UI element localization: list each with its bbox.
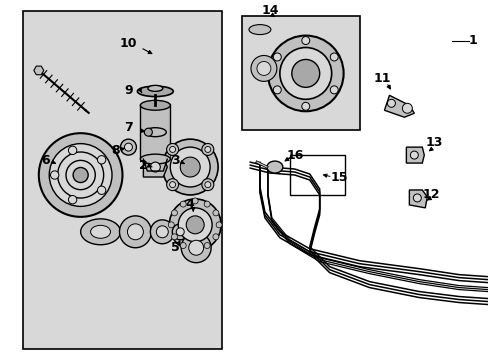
Ellipse shape — [188, 240, 203, 255]
Circle shape — [39, 133, 122, 217]
Circle shape — [124, 143, 132, 151]
Text: 1: 1 — [468, 34, 476, 47]
Text: 8: 8 — [111, 144, 120, 157]
Bar — [140, 104, 170, 159]
Ellipse shape — [90, 225, 110, 238]
Circle shape — [192, 198, 198, 204]
Ellipse shape — [147, 85, 163, 91]
Circle shape — [97, 156, 105, 164]
Circle shape — [171, 210, 177, 216]
Polygon shape — [143, 157, 167, 177]
Circle shape — [162, 139, 218, 195]
Circle shape — [49, 144, 112, 206]
Bar — [242, 15, 359, 130]
Circle shape — [169, 199, 221, 251]
Circle shape — [144, 128, 152, 136]
Text: 11: 11 — [373, 72, 390, 85]
Circle shape — [202, 144, 213, 156]
Ellipse shape — [181, 233, 211, 263]
Text: 14: 14 — [261, 4, 278, 17]
Circle shape — [73, 167, 88, 183]
Circle shape — [178, 208, 212, 242]
Circle shape — [68, 195, 77, 204]
Circle shape — [166, 144, 178, 156]
Ellipse shape — [140, 154, 170, 164]
Text: 10: 10 — [120, 37, 137, 50]
Circle shape — [186, 216, 203, 234]
Text: 4: 4 — [185, 198, 194, 211]
Text: 5: 5 — [170, 241, 179, 254]
Circle shape — [192, 246, 198, 252]
Circle shape — [212, 210, 219, 216]
Ellipse shape — [176, 228, 184, 236]
Circle shape — [202, 179, 213, 191]
Circle shape — [170, 147, 210, 187]
Circle shape — [50, 171, 59, 179]
Circle shape — [291, 59, 319, 87]
Circle shape — [329, 86, 338, 94]
Ellipse shape — [144, 128, 166, 137]
Circle shape — [203, 243, 210, 248]
Ellipse shape — [81, 219, 120, 245]
Polygon shape — [384, 95, 413, 117]
Polygon shape — [408, 190, 427, 208]
Circle shape — [66, 160, 95, 190]
Circle shape — [169, 182, 175, 188]
Circle shape — [180, 243, 186, 248]
Text: 12: 12 — [422, 188, 439, 202]
Bar — [289, 155, 344, 195]
Bar — [23, 11, 222, 349]
Circle shape — [168, 222, 174, 228]
Circle shape — [216, 222, 222, 228]
Circle shape — [171, 234, 177, 240]
Ellipse shape — [137, 86, 173, 96]
Ellipse shape — [172, 224, 188, 240]
Circle shape — [386, 99, 395, 107]
Circle shape — [412, 194, 421, 202]
Circle shape — [301, 102, 309, 110]
Circle shape — [250, 55, 276, 81]
Text: 9: 9 — [124, 84, 132, 97]
Ellipse shape — [156, 226, 168, 238]
Circle shape — [180, 201, 186, 207]
Circle shape — [267, 36, 343, 111]
Circle shape — [256, 62, 270, 75]
Text: 13: 13 — [425, 136, 442, 149]
Circle shape — [329, 53, 338, 61]
Text: 2: 2 — [139, 158, 147, 172]
Circle shape — [273, 53, 281, 61]
Circle shape — [273, 86, 281, 94]
Polygon shape — [406, 147, 424, 163]
Text: 15: 15 — [330, 171, 347, 184]
Circle shape — [409, 151, 417, 159]
Ellipse shape — [127, 224, 143, 240]
Circle shape — [204, 182, 210, 188]
Circle shape — [279, 48, 331, 99]
Text: 6: 6 — [41, 154, 50, 167]
Ellipse shape — [248, 24, 270, 35]
Ellipse shape — [266, 161, 282, 173]
Ellipse shape — [119, 216, 151, 248]
Circle shape — [166, 179, 178, 191]
Circle shape — [203, 201, 210, 207]
Text: 16: 16 — [285, 149, 303, 162]
Circle shape — [97, 186, 105, 194]
Circle shape — [58, 152, 103, 198]
Circle shape — [180, 157, 200, 177]
Circle shape — [68, 146, 77, 154]
Text: 3: 3 — [171, 154, 179, 167]
Text: 7: 7 — [124, 121, 133, 134]
Circle shape — [169, 147, 175, 152]
Circle shape — [204, 147, 210, 152]
Circle shape — [402, 103, 411, 113]
Ellipse shape — [140, 100, 170, 110]
Circle shape — [150, 162, 160, 172]
Polygon shape — [34, 66, 44, 75]
Circle shape — [120, 139, 136, 155]
Circle shape — [212, 234, 219, 240]
Ellipse shape — [150, 220, 174, 244]
Circle shape — [301, 37, 309, 45]
